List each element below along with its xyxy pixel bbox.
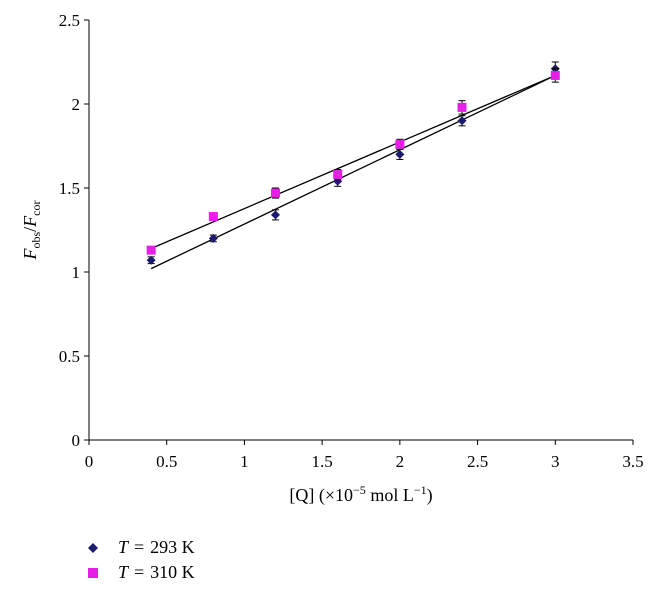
x-tick-label: 3.5 bbox=[622, 452, 643, 471]
data-point bbox=[333, 170, 343, 180]
legend-eq: = bbox=[134, 562, 145, 582]
legend-var: T bbox=[118, 537, 129, 557]
square-marker-icon bbox=[84, 566, 118, 580]
data-point bbox=[457, 116, 467, 126]
data-point bbox=[395, 139, 405, 149]
y-tick-label: 1 bbox=[72, 263, 81, 282]
y-axis-title: Fobs/Fcor bbox=[20, 200, 43, 260]
data-point bbox=[271, 188, 281, 198]
fit-lines bbox=[150, 74, 556, 270]
fit-line bbox=[150, 74, 556, 270]
y-tick-label: 2.5 bbox=[59, 11, 80, 30]
data-point bbox=[208, 212, 218, 222]
x-axis-title: [Q] (×10−5 mol L−1) bbox=[289, 483, 432, 506]
data-point bbox=[395, 149, 405, 159]
legend-entry-293k: T = 293 K bbox=[84, 537, 195, 558]
legend-value: 293 K bbox=[150, 537, 195, 557]
legend-eq: = bbox=[134, 537, 145, 557]
diamond-marker-icon bbox=[84, 541, 118, 555]
data-point bbox=[146, 245, 156, 255]
data-point bbox=[146, 255, 156, 265]
axes: 0 0.5 1 1.5 2 2.5 0 0.5 1 1.5 2 2.5 3 3.5 bbox=[59, 11, 644, 471]
y-tick-label: 1.5 bbox=[59, 179, 80, 198]
y-tick-label: 2 bbox=[72, 95, 81, 114]
x-tick-label: 0.5 bbox=[156, 452, 177, 471]
data-points bbox=[146, 61, 560, 265]
y-tick-label: 0 bbox=[72, 431, 81, 450]
fit-line bbox=[150, 74, 556, 250]
data-point bbox=[271, 210, 281, 220]
x-tick-label: 1 bbox=[240, 452, 249, 471]
x-tick-label: 2.5 bbox=[467, 452, 488, 471]
y-tick-label: 0.5 bbox=[59, 347, 80, 366]
data-point bbox=[457, 102, 467, 112]
x-tick-label: 2 bbox=[396, 452, 405, 471]
legend-entry-310k: T = 310 K bbox=[84, 562, 195, 583]
x-tick-label: 1.5 bbox=[312, 452, 333, 471]
data-point bbox=[550, 70, 560, 80]
x-tick-label: 3 bbox=[551, 452, 560, 471]
legend-value: 310 K bbox=[150, 562, 195, 582]
x-tick-label: 0 bbox=[85, 452, 94, 471]
legend-var: T bbox=[118, 562, 129, 582]
data-point bbox=[208, 233, 218, 243]
